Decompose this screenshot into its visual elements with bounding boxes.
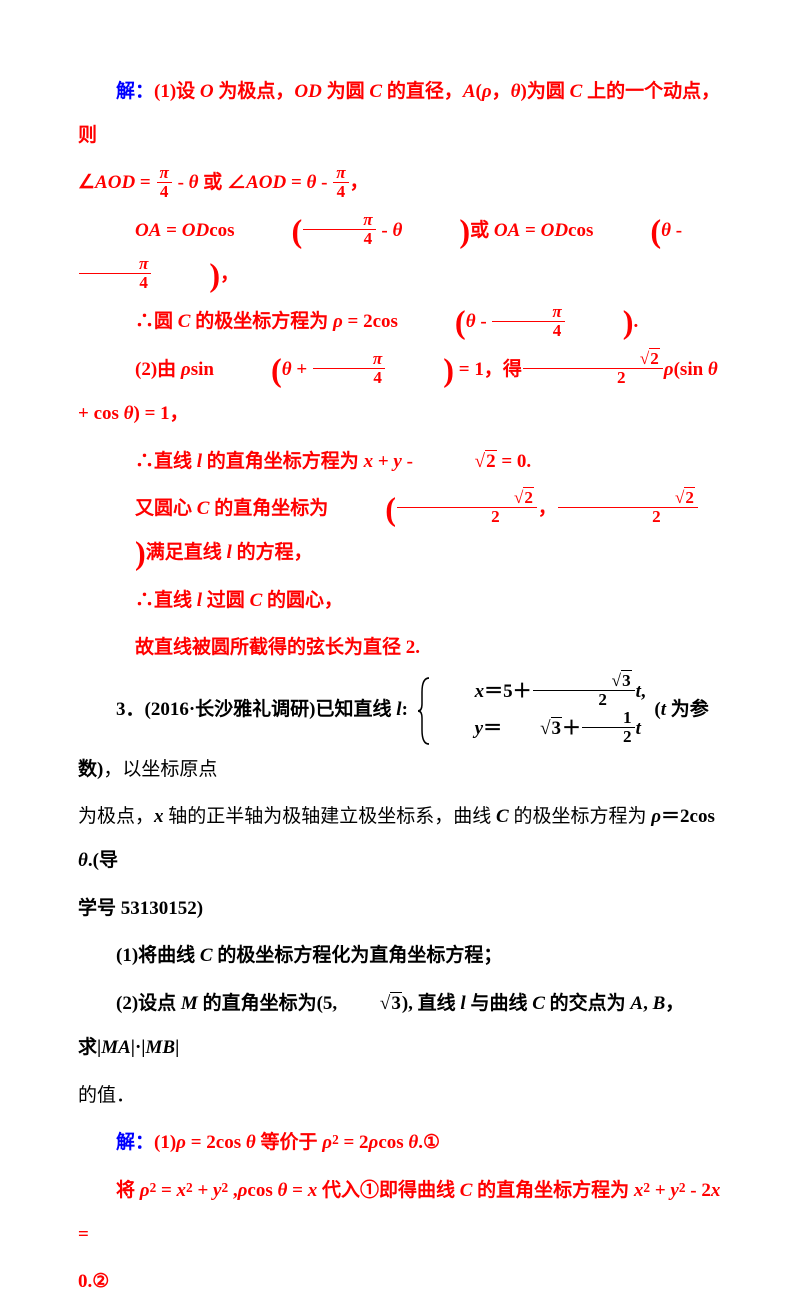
sol3-p2: 将 ρ2 = x2 + y2 ,ρcos θ = x 代入①即得曲线 C 的直角… <box>78 1169 722 1256</box>
sol-p7: 又圆心 C 的直角坐标为(√22，√22)满足直线 l 的方程， <box>78 487 722 574</box>
sol-p6: ∴直线 l 的直角坐标方程为 x + y - √2 = 0. <box>78 440 722 484</box>
sol-p3: OA = ODcos(π4 - θ)或 OA = ODcos(θ - π4)， <box>78 209 722 296</box>
q3-sub1: (1)将曲线 C 的极坐标方程化为直角坐标方程； <box>78 934 722 978</box>
sol-p9: 故直线被圆所截得的弦长为直径 2. <box>78 626 722 670</box>
sol3-p3: 0.② <box>78 1260 722 1304</box>
q3-p3: 学号 53130152) <box>78 887 722 931</box>
q3-sub2b: 的值． <box>78 1074 722 1118</box>
sol-p8: ∴直线 l 过圆 C 的圆心， <box>78 579 722 623</box>
q3-p1: 3．(2016·长沙雅礼调研)已知直线 l: x＝5＋√32t, y＝√3＋12… <box>78 674 722 791</box>
sol-label: 解： <box>116 81 154 102</box>
q3-sub2: (2)设点 M 的直角坐标为(5, √3), 直线 l 与曲线 C 的交点为 A… <box>78 982 722 1069</box>
sol-p5: (2)由 ρsin(θ + π4) = 1，得√22ρ(sin θ + cos … <box>78 348 722 435</box>
q3-p2: 为极点，x 轴的正半轴为极轴建立极坐标系，曲线 C 的极坐标方程为 ρ＝2cos… <box>78 795 722 882</box>
sol-p4: ∴圆 C 的极坐标方程为 ρ = 2cos(θ - π4). <box>78 300 722 344</box>
sol-p1: 解：(1)设 O 为极点，OD 为圆 C 的直径，A(ρ，θ)为圆 C 上的一个… <box>78 70 722 157</box>
equation-system: x＝5＋√32t, y＝√3＋12t <box>417 674 646 748</box>
sol3-p1: 解：(1)ρ = 2cos θ 等价于 ρ2 = 2ρcos θ.① <box>78 1121 722 1165</box>
sol-p2: ∠AOD = π4 - θ 或 ∠AOD = θ - π4， <box>78 161 722 205</box>
